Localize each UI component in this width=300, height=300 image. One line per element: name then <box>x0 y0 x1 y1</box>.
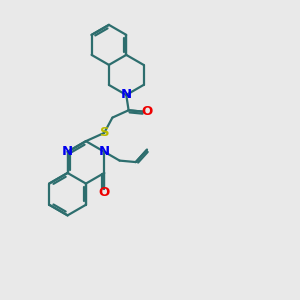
Text: N: N <box>62 145 73 158</box>
Text: O: O <box>99 186 110 199</box>
Text: S: S <box>100 126 110 139</box>
Text: O: O <box>142 105 153 118</box>
Text: N: N <box>99 145 110 158</box>
Text: N: N <box>121 88 132 101</box>
